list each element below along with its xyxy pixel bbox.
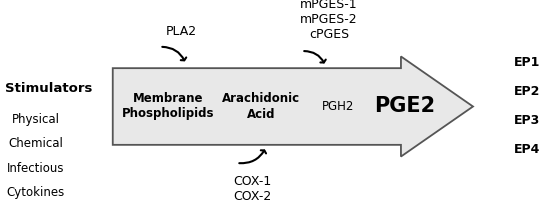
Text: PGH2: PGH2 — [322, 100, 354, 113]
Text: Arachidonic
Acid: Arachidonic Acid — [222, 92, 300, 121]
Text: Stimulators: Stimulators — [6, 82, 93, 95]
Text: PGE2: PGE2 — [373, 96, 435, 117]
Text: Infectious: Infectious — [7, 162, 64, 175]
Text: EP3: EP3 — [514, 114, 541, 127]
Text: EP4: EP4 — [514, 142, 541, 156]
Polygon shape — [113, 56, 473, 157]
Text: Physical: Physical — [12, 113, 60, 126]
Text: EP2: EP2 — [514, 85, 541, 98]
Text: Membrane
Phospholipids: Membrane Phospholipids — [122, 92, 214, 121]
Text: Cytokines: Cytokines — [7, 186, 65, 199]
Text: mPGES-1
mPGES-2
cPGES: mPGES-1 mPGES-2 cPGES — [300, 0, 358, 41]
Text: Chemical: Chemical — [8, 137, 63, 150]
Text: PLA2: PLA2 — [166, 25, 197, 39]
Text: EP1: EP1 — [514, 56, 541, 69]
Text: COX-1
COX-2: COX-1 COX-2 — [233, 174, 271, 203]
